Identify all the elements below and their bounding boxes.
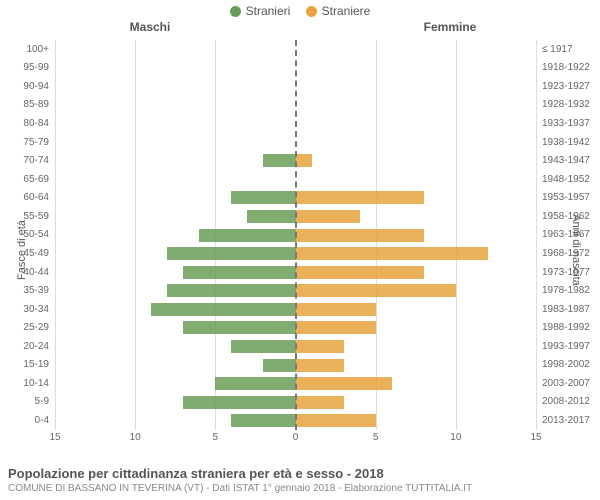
age-label: 80-84 bbox=[0, 118, 49, 129]
age-label: 75-79 bbox=[0, 137, 49, 148]
header-male: Maschi bbox=[0, 20, 300, 34]
bar-female bbox=[296, 284, 456, 297]
bar-male bbox=[199, 229, 295, 242]
age-label: 10-14 bbox=[0, 378, 49, 389]
legend: Stranieri Straniere bbox=[0, 0, 600, 20]
age-label: 15-19 bbox=[0, 359, 49, 370]
bar-male bbox=[183, 266, 295, 279]
bar-male bbox=[231, 191, 295, 204]
birth-year-labels: ≤ 1917 1918-1922 1923-1927 1928-1932 1933-19… bbox=[538, 40, 600, 430]
age-label: 5-9 bbox=[0, 396, 49, 407]
header-female: Femmine bbox=[300, 20, 600, 34]
birth-year-label: 1973-1977 bbox=[542, 267, 600, 278]
birth-year-label: 1953-1957 bbox=[542, 192, 600, 203]
x-tick: 5 bbox=[373, 432, 379, 443]
age-label: 60-64 bbox=[0, 192, 49, 203]
age-label: 35-39 bbox=[0, 285, 49, 296]
birth-year-label: 1963-1967 bbox=[542, 229, 600, 240]
birth-year-label: 1948-1952 bbox=[542, 174, 600, 185]
bar-male bbox=[151, 303, 295, 316]
age-labels: 100+ 95-99 90-94 85-89 80-84 75-79 70-74 65-69 6… bbox=[0, 40, 53, 430]
legend-male-dot bbox=[230, 6, 241, 17]
birth-year-label: 2008-2012 bbox=[542, 396, 600, 407]
bar-male bbox=[263, 154, 295, 167]
bar-female bbox=[296, 396, 344, 409]
birth-year-label: 2003-2007 bbox=[542, 378, 600, 389]
bar-female bbox=[296, 377, 392, 390]
age-label: 20-24 bbox=[0, 341, 49, 352]
bar-male bbox=[263, 359, 295, 372]
bar-female bbox=[296, 321, 376, 334]
bar-male bbox=[183, 321, 295, 334]
x-tick: 5 bbox=[213, 432, 219, 443]
age-label: 55-59 bbox=[0, 211, 49, 222]
title-block: Popolazione per cittadinanza straniera p… bbox=[8, 466, 592, 494]
bar-male bbox=[231, 340, 295, 353]
bar-female bbox=[296, 340, 344, 353]
birth-year-label: 1928-1932 bbox=[542, 99, 600, 110]
bar-male bbox=[231, 414, 295, 427]
bar-male bbox=[167, 247, 295, 260]
bar-female bbox=[296, 210, 360, 223]
birth-year-label: 1943-1947 bbox=[542, 155, 600, 166]
bar-male bbox=[215, 377, 295, 390]
bar-female bbox=[296, 359, 344, 372]
birth-year-label: 1958-1962 bbox=[542, 211, 600, 222]
x-tick: 15 bbox=[530, 432, 541, 443]
age-label: 45-49 bbox=[0, 248, 49, 259]
bar-female bbox=[296, 414, 376, 427]
chart-subtitle: COMUNE DI BASSANO IN TEVERINA (VT) - Dat… bbox=[8, 483, 592, 494]
birth-year-label: 1978-1982 bbox=[542, 285, 600, 296]
plot-area bbox=[55, 40, 536, 430]
bar-female bbox=[296, 154, 312, 167]
age-label: 50-54 bbox=[0, 229, 49, 240]
legend-female-dot bbox=[306, 6, 317, 17]
legend-female: Straniere bbox=[306, 4, 371, 18]
bar-male bbox=[183, 396, 295, 409]
bar-female bbox=[296, 247, 488, 260]
legend-male: Stranieri bbox=[230, 4, 291, 18]
age-label: 100+ bbox=[0, 44, 49, 55]
center-axis-line bbox=[295, 40, 297, 430]
birth-year-label: 2013-2017 bbox=[542, 415, 600, 426]
column-headers: Maschi Femmine bbox=[0, 20, 600, 38]
legend-female-label: Straniere bbox=[322, 4, 371, 18]
x-tick: 0 bbox=[293, 432, 299, 443]
legend-male-label: Stranieri bbox=[246, 4, 291, 18]
age-label: 25-29 bbox=[0, 322, 49, 333]
birth-year-label: 1998-2002 bbox=[542, 359, 600, 370]
age-label: 85-89 bbox=[0, 99, 49, 110]
chart-title: Popolazione per cittadinanza straniera p… bbox=[8, 466, 592, 481]
bar-female bbox=[296, 266, 424, 279]
bar-female bbox=[296, 303, 376, 316]
bar-female bbox=[296, 229, 424, 242]
bar-male bbox=[167, 284, 295, 297]
x-tick: 10 bbox=[130, 432, 141, 443]
age-label: 70-74 bbox=[0, 155, 49, 166]
bar-female bbox=[296, 191, 424, 204]
birth-year-label: ≤ 1917 bbox=[542, 44, 600, 55]
x-axis: 15105051015 bbox=[55, 432, 536, 448]
birth-year-label: 1918-1922 bbox=[542, 62, 600, 73]
birth-year-label: 1983-1987 bbox=[542, 304, 600, 315]
gridline bbox=[536, 40, 537, 430]
population-pyramid-chart: Stranieri Straniere Maschi Femmine Fasce… bbox=[0, 0, 600, 500]
birth-year-label: 1988-1992 bbox=[542, 322, 600, 333]
age-label: 95-99 bbox=[0, 62, 49, 73]
birth-year-label: 1993-1997 bbox=[542, 341, 600, 352]
birth-year-label: 1933-1937 bbox=[542, 118, 600, 129]
bar-male bbox=[247, 210, 295, 223]
age-label: 0-4 bbox=[0, 415, 49, 426]
age-label: 65-69 bbox=[0, 174, 49, 185]
birth-year-label: 1923-1927 bbox=[542, 81, 600, 92]
x-tick: 10 bbox=[450, 432, 461, 443]
age-label: 40-44 bbox=[0, 267, 49, 278]
x-tick: 15 bbox=[49, 432, 60, 443]
age-label: 30-34 bbox=[0, 304, 49, 315]
birth-year-label: 1968-1972 bbox=[542, 248, 600, 259]
birth-year-label: 1938-1942 bbox=[542, 137, 600, 148]
age-label: 90-94 bbox=[0, 81, 49, 92]
